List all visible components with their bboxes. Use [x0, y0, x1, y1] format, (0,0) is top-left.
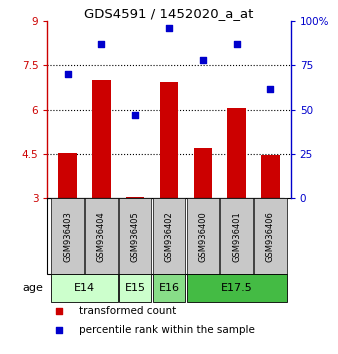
Text: GSM936403: GSM936403 [63, 211, 72, 262]
Bar [160, 82, 178, 198]
Text: percentile rank within the sample: percentile rank within the sample [79, 325, 255, 335]
Text: age: age [22, 283, 43, 293]
Point [57, 327, 62, 333]
Text: GSM936405: GSM936405 [131, 211, 140, 262]
FancyBboxPatch shape [119, 274, 151, 302]
FancyBboxPatch shape [51, 198, 84, 274]
Point [200, 57, 206, 63]
Text: transformed count: transformed count [79, 307, 176, 316]
FancyBboxPatch shape [153, 198, 185, 274]
Text: E15: E15 [125, 283, 146, 293]
Text: GSM936406: GSM936406 [266, 211, 275, 262]
Point [65, 72, 70, 77]
FancyBboxPatch shape [187, 198, 219, 274]
Bar [92, 80, 111, 198]
Bar [58, 153, 77, 198]
Point [132, 112, 138, 118]
Title: GDS4591 / 1452020_a_at: GDS4591 / 1452020_a_at [84, 7, 254, 20]
Text: GSM936404: GSM936404 [97, 211, 106, 262]
FancyBboxPatch shape [153, 274, 185, 302]
Text: E17.5: E17.5 [221, 283, 252, 293]
Point [57, 309, 62, 314]
Point [166, 25, 172, 31]
FancyBboxPatch shape [85, 198, 118, 274]
Bar [193, 148, 212, 198]
FancyBboxPatch shape [51, 274, 118, 302]
Bar [126, 197, 145, 198]
Text: E14: E14 [74, 283, 95, 293]
Text: GSM936402: GSM936402 [165, 211, 173, 262]
FancyBboxPatch shape [220, 198, 253, 274]
Bar [227, 108, 246, 198]
FancyBboxPatch shape [187, 274, 287, 302]
Text: GSM936401: GSM936401 [232, 211, 241, 262]
Text: GSM936400: GSM936400 [198, 211, 207, 262]
Point [234, 41, 239, 47]
Point [268, 86, 273, 91]
Bar [261, 155, 280, 198]
FancyBboxPatch shape [119, 198, 151, 274]
Text: E16: E16 [159, 283, 179, 293]
Point [99, 41, 104, 47]
FancyBboxPatch shape [254, 198, 287, 274]
